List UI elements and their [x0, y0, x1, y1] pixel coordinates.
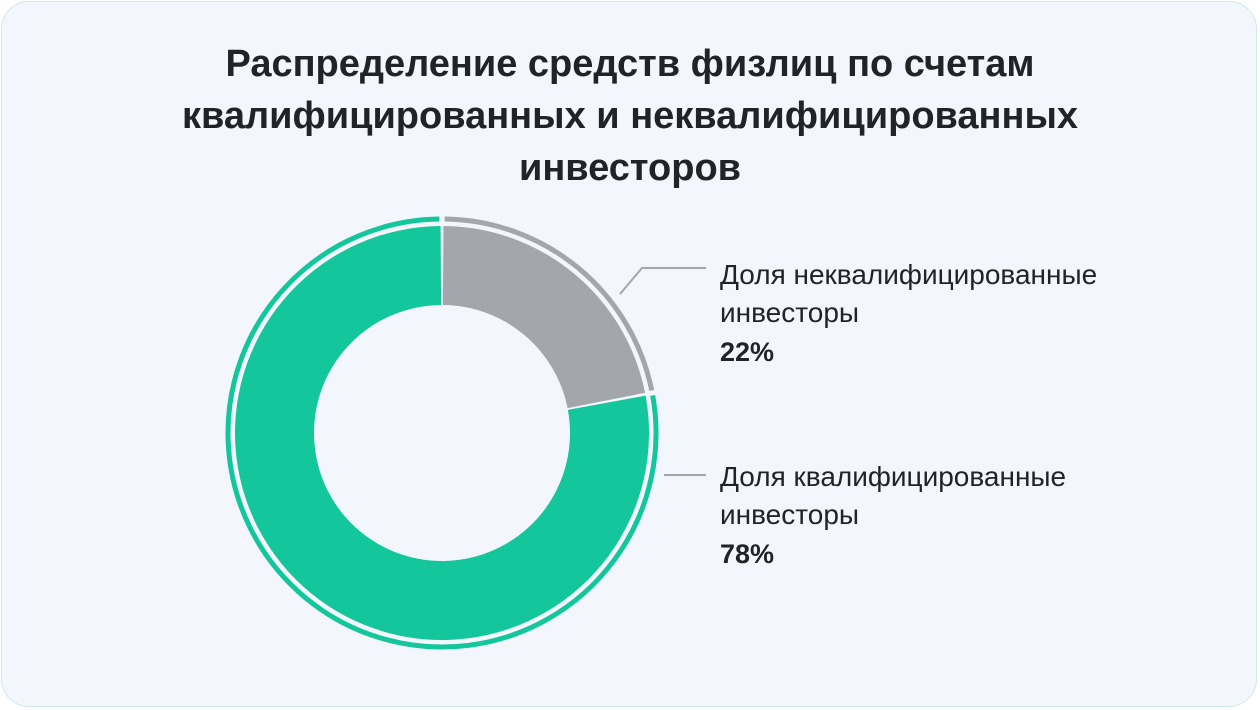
donut-slice-non-qualified: [442, 226, 646, 409]
outer-ring-qualified: [225, 216, 659, 650]
donut-slice-qualified: [235, 226, 649, 640]
leader-lines: [619, 267, 706, 476]
leader-line-non-qualified: [619, 267, 706, 295]
donut-slices: [225, 216, 659, 650]
legend-item-non-qualified: Доля неквалифицированные инвесторы 22%: [720, 256, 1190, 370]
legend-label-non-qualified-line-1: Доля неквалифицированные: [720, 259, 1098, 290]
chart-title: Распределение средств физлиц по счетам к…: [0, 38, 1260, 194]
legend-label-qualified-line-1: Доля квалифицированные: [720, 461, 1067, 492]
data-label-qualified: 78%: [720, 539, 775, 569]
legend-label-qualified-line-2: инвесторы: [720, 499, 860, 530]
legend-label-non-qualified-line-2: инвесторы: [720, 297, 860, 328]
chart-title-line-1: Распределение средств физлиц по счетам: [225, 43, 1035, 85]
outer-ring-non-qualified: [444, 216, 655, 391]
data-label-non-qualified: 22%: [720, 337, 775, 367]
chart-title-line-2: квалифицированных и неквалифицированных: [181, 95, 1079, 137]
chart-title-line-3: инвесторов: [518, 147, 742, 189]
legend-item-qualified: Доля квалифицированные инвесторы 78%: [720, 458, 1190, 572]
